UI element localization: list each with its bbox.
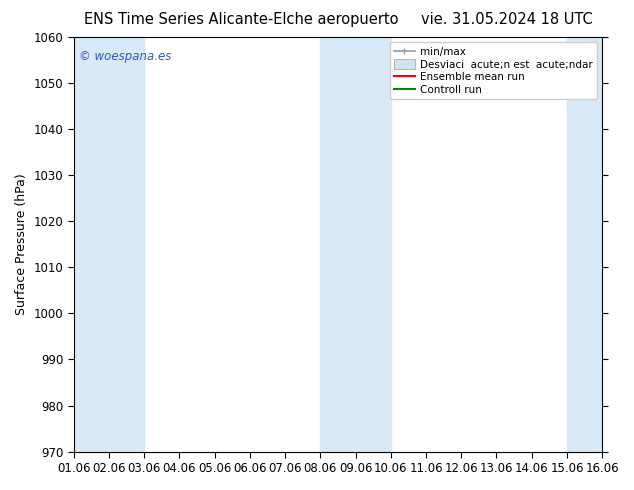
Bar [320, 37, 391, 452]
Text: © woespana.es: © woespana.es [79, 49, 171, 63]
Legend: min/max, Desviaci  acute;n est  acute;ndar, Ensemble mean run, Controll run: min/max, Desviaci acute;n est acute;ndar… [390, 42, 597, 99]
Y-axis label: Surface Pressure (hPa): Surface Pressure (hPa) [15, 173, 28, 315]
Bar [74, 37, 144, 452]
Bar [567, 37, 602, 452]
Text: vie. 31.05.2024 18 UTC: vie. 31.05.2024 18 UTC [422, 12, 593, 27]
Text: ENS Time Series Alicante-Elche aeropuerto: ENS Time Series Alicante-Elche aeropuert… [84, 12, 398, 27]
